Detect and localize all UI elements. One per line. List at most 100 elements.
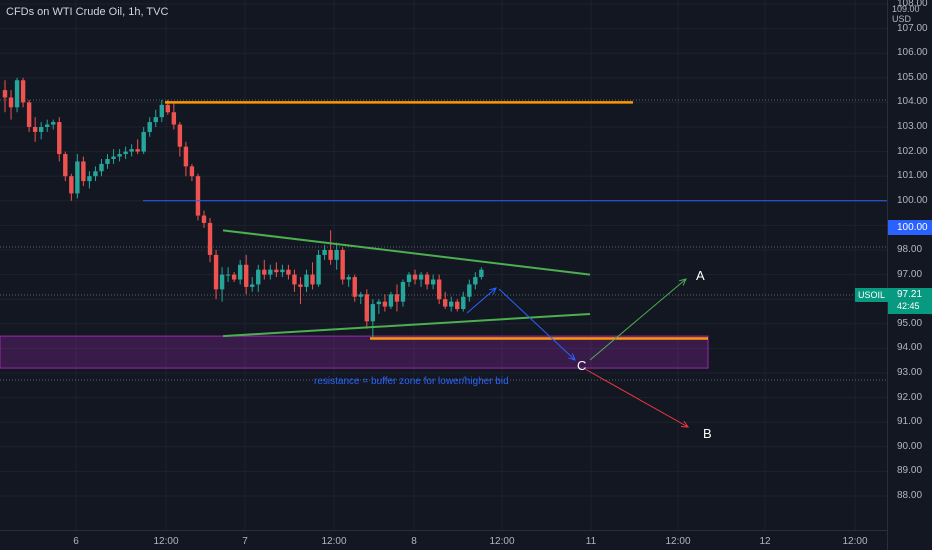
candle-body (32, 127, 38, 132)
price-tick-label: 107.00 (897, 22, 928, 34)
time-axis[interactable]: 6 12:00 7 12:00 8 12:00 11 12:00 12 12:00 (0, 530, 887, 550)
arrow-breakout-up-head (489, 287, 497, 295)
arrow-breakout-up (466, 287, 497, 314)
candle-body (449, 301, 454, 307)
candle-body (141, 131, 146, 152)
grid (0, 0, 887, 530)
arrow-to-b-head (680, 420, 690, 428)
time-tick-label: 12:00 (489, 536, 515, 547)
price-tick-label: 104.00 (897, 96, 928, 108)
candle-body (99, 163, 104, 172)
scenario-label-c: C (577, 358, 587, 373)
candle-body (461, 296, 466, 310)
candle-body (225, 274, 231, 276)
candle-body (274, 269, 279, 273)
buffer-zone (0, 335, 709, 369)
candle-body (322, 250, 327, 255)
time-tick-label: 12:00 (665, 536, 691, 547)
candle-body (424, 274, 430, 285)
scenario-label-a: A (696, 268, 705, 283)
symbol-title: CFDs on WTI Crude Oil, 1h, TVC (6, 6, 169, 18)
candle-body (14, 80, 20, 108)
candle-body (69, 176, 74, 194)
candle-body (340, 250, 345, 280)
arrow-to-c (498, 288, 576, 361)
candle-body (153, 117, 158, 123)
candle-body (467, 284, 472, 297)
candle-body (105, 158, 110, 164)
price-tick-label: 101.00 (897, 170, 928, 182)
time-tick-label: 12:00 (842, 536, 868, 547)
arrow-to-a-shaft (589, 278, 687, 361)
price-tick-label: 94.00 (897, 342, 923, 354)
candle-body (406, 274, 412, 282)
candle-body (26, 102, 32, 127)
candle-body (207, 222, 213, 255)
bar-countdown: 42:45 (897, 301, 920, 311)
candle-body (430, 279, 436, 285)
candle-body (473, 277, 478, 285)
arrow-to-a-head (679, 278, 687, 286)
drawings (143, 101, 887, 428)
arrow-to-c-head (568, 353, 576, 361)
candle-body (455, 301, 460, 310)
price-tick-label: 105.00 (897, 71, 928, 83)
candle-body (286, 269, 291, 275)
candle-body (2, 90, 8, 98)
arrow-breakout-up-shaft (466, 287, 497, 314)
candle-body (358, 294, 363, 297)
arrow-to-b-shaft (584, 368, 689, 428)
symbol-tag: USOIL (855, 288, 889, 302)
candle-body (8, 97, 14, 108)
candle-body (93, 171, 98, 177)
price-tick-label: 97.00 (897, 268, 923, 280)
candle-body (376, 301, 382, 305)
price-tick-label: 89.00 (897, 465, 923, 477)
candle-body (57, 122, 62, 155)
candle-body (111, 156, 116, 159)
candle-body (183, 146, 189, 167)
candle-body (129, 149, 134, 152)
candle-body (394, 294, 400, 302)
price-tick-label: 108.00 (897, 0, 928, 9)
time-tick-label: 8 (411, 536, 417, 547)
price-tick-label: 90.00 (897, 440, 923, 452)
candle-body (256, 269, 261, 285)
candle-body (237, 264, 243, 280)
candle-body (262, 269, 267, 275)
price-chart[interactable] (0, 0, 887, 530)
candle-body (123, 151, 128, 155)
candle-body (346, 277, 351, 280)
time-tick-label: 6 (73, 536, 79, 547)
price-tick-label: 100.00 (897, 194, 928, 206)
candle-body (388, 294, 394, 307)
candle-body (310, 274, 315, 285)
candle-body (165, 104, 171, 113)
candle-body (219, 274, 225, 290)
buffer-zone-layer (0, 335, 709, 369)
currency-code: USD (892, 14, 912, 24)
candle-body (51, 122, 56, 125)
candle-body (352, 277, 357, 297)
price-tick-label: 92.00 (897, 391, 923, 403)
arrow-to-c-shaft (498, 288, 576, 361)
candle-body (20, 80, 26, 103)
chart-area[interactable]: CFDs on WTI Crude Oil, 1h, TVC resistanc… (0, 0, 887, 530)
price-tick-label: 93.00 (897, 367, 923, 378)
price-axis[interactable]: 108.00 107.00 106.00 105.00 104.00 103.00 102.… (887, 0, 932, 550)
candle-body (75, 161, 80, 194)
candle-body (442, 299, 448, 307)
candle-body (298, 284, 303, 287)
candle-body (63, 154, 68, 177)
price-tick-label: 91.00 (897, 416, 923, 428)
price-tick-label: 102.00 (897, 145, 928, 157)
candle-body (328, 250, 333, 260)
candle-body (213, 254, 219, 290)
arrow-to-a (589, 278, 687, 361)
partial-top-tick: 109.00 (892, 4, 920, 14)
triangle-upper-line (222, 229, 591, 276)
candle-body (177, 124, 183, 147)
candle-body (418, 274, 424, 280)
candle-body (171, 112, 177, 125)
candle-body (382, 301, 388, 307)
